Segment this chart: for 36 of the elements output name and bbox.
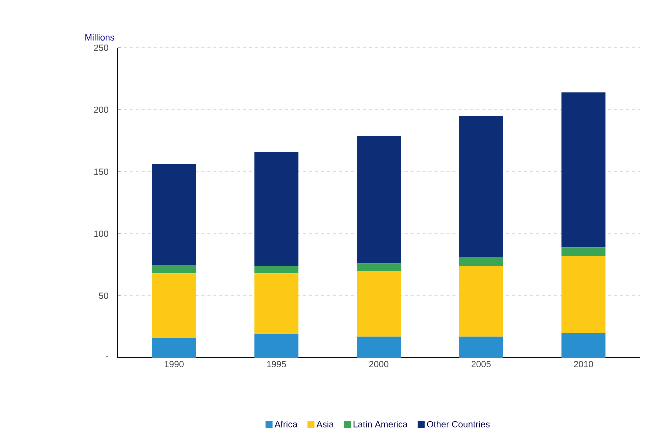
legend-label: Africa (274, 421, 298, 428)
y-tick-label: 50 (99, 292, 108, 300)
bar (357, 271, 402, 337)
legend-label: Other Countries (427, 421, 490, 428)
bar (357, 336, 402, 358)
bar (459, 258, 504, 266)
bar (459, 116, 504, 258)
bar (152, 338, 196, 358)
bar (562, 92, 606, 248)
bar (152, 274, 196, 338)
y-axis-title: Millions (86, 34, 114, 41)
bar (152, 265, 196, 274)
bar (562, 333, 606, 358)
x-tick-label: 2010 (574, 361, 594, 368)
bar (459, 336, 504, 358)
y-tick-label: 250 (94, 44, 108, 52)
bar (357, 136, 402, 264)
bar (459, 266, 504, 337)
y-tick-label: 150 (94, 168, 108, 176)
bar (357, 264, 402, 272)
legend-label: Latin America (354, 421, 408, 428)
bar (254, 274, 299, 334)
y-tick-label: - (106, 356, 108, 358)
y-tick-label: 100 (94, 230, 108, 238)
x-tick-label: 1995 (267, 361, 286, 368)
bar (254, 152, 299, 266)
legend-label: Asia (316, 421, 334, 428)
bar (152, 164, 196, 265)
x-tick-label: 2005 (472, 361, 491, 368)
bar (562, 248, 606, 256)
bar (254, 334, 299, 358)
x-tick-label: 1990 (165, 361, 184, 368)
x-tick-label: 2000 (369, 361, 389, 368)
bar (562, 256, 606, 334)
y-tick-label: 200 (94, 106, 108, 114)
bar (254, 266, 299, 274)
